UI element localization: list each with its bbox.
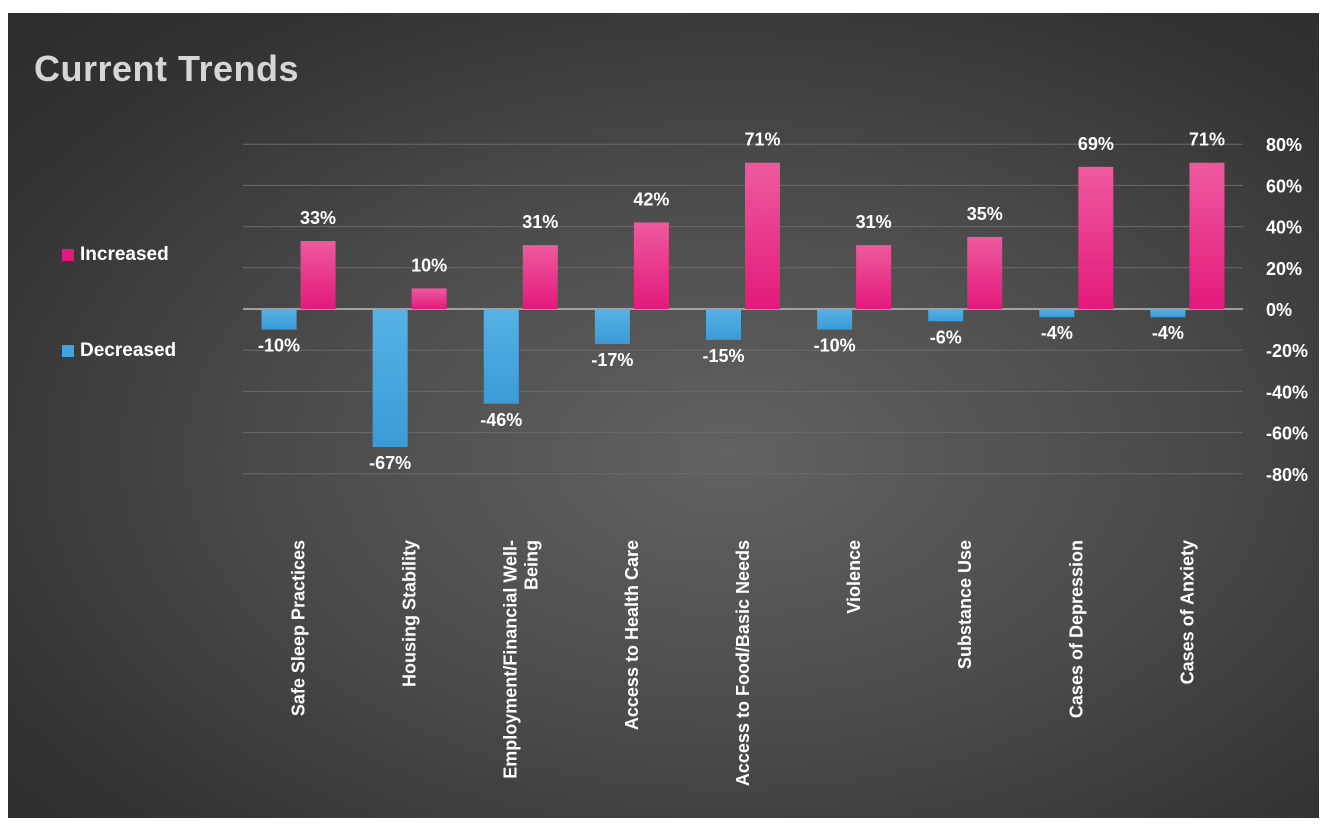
- x-category-label-line: Access to Health Care: [622, 540, 642, 730]
- y-axis: 80% 60% 40% 20% 0% -20% -40% -60% -80%: [1266, 135, 1308, 485]
- data-label-decreased: -17%: [591, 350, 633, 370]
- x-category-label-line: Cases of Depression: [1066, 540, 1086, 718]
- x-category-label: Housing Stability: [400, 540, 420, 687]
- data-label-decreased: -6%: [930, 327, 962, 347]
- data-label-decreased: -4%: [1152, 323, 1184, 343]
- data-label-increased: 69%: [1078, 134, 1114, 154]
- bar-increased-cases-of-depression: [1078, 166, 1114, 309]
- legend-swatch-increased: [62, 249, 74, 261]
- bar-increased-employment-financial-well-being: [522, 245, 558, 309]
- x-category-label-line: Employment/Financial Well-: [500, 540, 520, 779]
- bar-decreased-access-to-health-care: [594, 309, 630, 345]
- y-tick-label: -80%: [1266, 465, 1308, 485]
- x-category-label: Violence: [844, 540, 864, 614]
- x-category-label: Access to Health Care: [622, 540, 642, 730]
- x-category-label-line: Housing Stability: [400, 540, 420, 687]
- bar-decreased-cases-of-depression: [1039, 309, 1075, 318]
- x-axis: Safe Sleep Practices Housing Stability Emp…: [289, 540, 1198, 786]
- bar-decreased-safe-sleep-practices: [261, 309, 297, 330]
- y-tick-label: -40%: [1266, 382, 1308, 402]
- y-tick-label: -60%: [1266, 424, 1308, 444]
- bar-decreased-access-to-food-basic-needs: [706, 309, 741, 340]
- y-tick-label: 40%: [1266, 218, 1302, 238]
- gridlines: [243, 143, 1243, 475]
- y-tick-label: -20%: [1266, 341, 1308, 361]
- bar-decreased-cases-of-anxiety: [1150, 309, 1186, 318]
- x-category-label-line: Cases of Anxiety: [1177, 540, 1197, 684]
- bar-decreased-employment-financial-well-being: [483, 309, 519, 404]
- y-tick-label: 80%: [1266, 135, 1302, 155]
- data-label-increased: 10%: [411, 255, 447, 275]
- bar-increased-cases-of-anxiety: [1189, 162, 1225, 309]
- x-category-label: Cases of Anxiety: [1177, 540, 1197, 684]
- x-category-label: Cases of Depression: [1066, 540, 1086, 718]
- legend-swatch-decreased: [62, 345, 74, 357]
- x-category-label-line: Substance Use: [955, 540, 975, 669]
- bar-increased-substance-use: [967, 236, 1003, 309]
- bar-increased-access-to-food-basic-needs: [745, 162, 780, 309]
- data-label-increased: 31%: [856, 212, 892, 232]
- data-label-decreased: -10%: [258, 336, 300, 356]
- x-category-label-line: Being: [521, 540, 541, 590]
- data-label-increased: 33%: [300, 208, 336, 228]
- data-label-decreased: -10%: [814, 336, 856, 356]
- data-label-decreased: -4%: [1041, 323, 1073, 343]
- x-category-label-line: Safe Sleep Practices: [289, 540, 309, 716]
- bar-increased-safe-sleep-practices: [300, 241, 336, 309]
- data-label-decreased: -67%: [369, 453, 411, 473]
- data-label-increased: 71%: [1189, 130, 1225, 150]
- legend-label-increased: Increased: [80, 244, 169, 265]
- data-label-increased: 31%: [522, 212, 558, 232]
- x-category-label-line: Violence: [844, 540, 864, 614]
- chart-background: [8, 13, 1319, 818]
- legend-label-decreased: Decreased: [80, 340, 177, 361]
- data-label-increased: 42%: [633, 189, 669, 209]
- y-tick-label: 60%: [1266, 176, 1302, 196]
- x-category-label: Access to Food/Basic Needs: [733, 540, 753, 786]
- y-tick-label: 0%: [1266, 300, 1292, 320]
- bar-increased-access-to-health-care: [633, 222, 669, 309]
- legend-item-decreased: Decreased: [62, 340, 176, 362]
- bar-increased-violence: [856, 245, 892, 309]
- data-label-decreased: -15%: [702, 346, 744, 366]
- chart-title: Current Trends: [34, 48, 300, 89]
- bar-decreased-housing-stability: [372, 309, 408, 448]
- data-labels: -10% 33% -67% 10% -46% 31% -17% 42% -15% 71% -10% 3…: [258, 130, 1225, 473]
- x-category-label: Safe Sleep Practices: [289, 540, 309, 716]
- bar-decreased-violence: [817, 309, 853, 330]
- data-label-increased: 35%: [967, 204, 1003, 224]
- bar-decreased-substance-use: [928, 309, 964, 322]
- legend-item-increased: Increased: [62, 244, 169, 266]
- bar-increased-housing-stability: [411, 288, 447, 309]
- x-category-label-line: Access to Food/Basic Needs: [733, 540, 753, 786]
- data-label-decreased: -46%: [480, 410, 522, 430]
- y-tick-label: 20%: [1266, 259, 1302, 279]
- x-category-label: Substance Use: [955, 540, 975, 669]
- data-label-increased: 71%: [744, 130, 780, 150]
- x-category-label: Employment/Financial Well- Being: [500, 540, 541, 779]
- bars: [261, 162, 1225, 448]
